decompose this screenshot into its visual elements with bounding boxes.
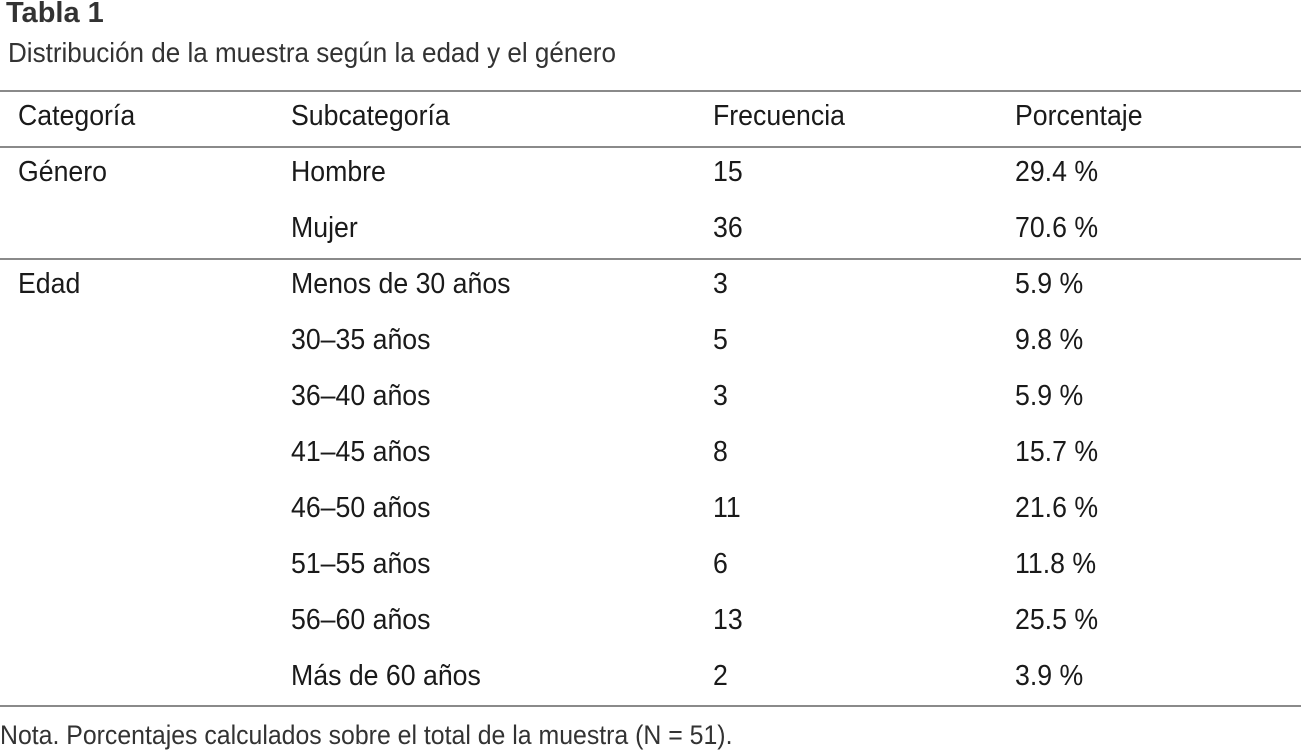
cell-subcategoria: Menos de 30 años [291, 268, 511, 300]
table-row: 36–40 años 3 5.9 % [0, 370, 1301, 426]
cell-porcentaje: 5.9 % [1015, 380, 1084, 412]
table-row: 41–45 años 8 15.7 % [0, 426, 1301, 482]
group-rule [0, 258, 1301, 260]
cell-frecuencia: 36 [713, 212, 743, 244]
table-row: 30–35 años 5 9.8 % [0, 314, 1301, 370]
cell-subcategoria: 30–35 años [291, 324, 431, 356]
table-note: Nota. Porcentajes calculados sobre el to… [0, 720, 733, 750]
header-subcategoria: Subcategoría [291, 100, 450, 132]
header-rule [0, 146, 1301, 148]
cell-categoria: Género [18, 156, 107, 188]
cell-frecuencia: 11 [713, 492, 741, 524]
cell-frecuencia: 15 [713, 156, 743, 188]
header-frecuencia: Frecuencia [713, 100, 845, 132]
table-row: 46–50 años 11 21.6 % [0, 482, 1301, 538]
header-porcentaje: Porcentaje [1015, 100, 1143, 132]
cell-subcategoria: Hombre [291, 156, 386, 188]
cell-frecuencia: 5 [713, 324, 728, 356]
table-row: 56–60 años 13 25.5 % [0, 594, 1301, 650]
cell-porcentaje: 5.9 % [1015, 268, 1084, 300]
table-row: Edad Menos de 30 años 3 5.9 % [0, 258, 1301, 314]
cell-porcentaje: 25.5 % [1015, 604, 1099, 636]
table-title: Tabla 1 [6, 0, 104, 29]
cell-porcentaje: 15.7 % [1015, 436, 1099, 468]
cell-categoria: Edad [18, 268, 81, 300]
cell-subcategoria: 41–45 años [291, 436, 431, 468]
cell-porcentaje: 3.9 % [1015, 660, 1084, 692]
cell-porcentaje: 70.6 % [1015, 212, 1099, 244]
table-row: Género Hombre 15 29.4 % [0, 146, 1301, 202]
cell-subcategoria: Mujer [291, 212, 358, 244]
cell-porcentaje: 29.4 % [1015, 156, 1099, 188]
cell-subcategoria: 36–40 años [291, 380, 431, 412]
cell-porcentaje: 11.8 % [1015, 548, 1097, 580]
cell-frecuencia: 2 [713, 660, 728, 692]
cell-subcategoria: Más de 60 años [291, 660, 481, 692]
bottom-rule [0, 705, 1301, 707]
table-header-row: Categoría Subcategoría Frecuencia Porcen… [0, 90, 1301, 146]
top-rule [0, 90, 1301, 92]
header-categoria: Categoría [18, 100, 136, 132]
cell-frecuencia: 6 [713, 548, 728, 580]
cell-frecuencia: 3 [713, 268, 728, 300]
cell-frecuencia: 3 [713, 380, 728, 412]
cell-porcentaje: 9.8 % [1015, 324, 1084, 356]
cell-subcategoria: 46–50 años [291, 492, 431, 524]
table-row: Más de 60 años 2 3.9 % [0, 650, 1301, 706]
cell-subcategoria: 51–55 años [291, 548, 431, 580]
cell-frecuencia: 8 [713, 436, 728, 468]
table-row: 51–55 años 6 11.8 % [0, 538, 1301, 594]
cell-subcategoria: 56–60 años [291, 604, 431, 636]
cell-frecuencia: 13 [713, 604, 743, 636]
cell-porcentaje: 21.6 % [1015, 492, 1099, 524]
table-row: Mujer 36 70.6 % [0, 202, 1301, 258]
table-subtitle: Distribución de la muestra según la edad… [8, 37, 616, 68]
